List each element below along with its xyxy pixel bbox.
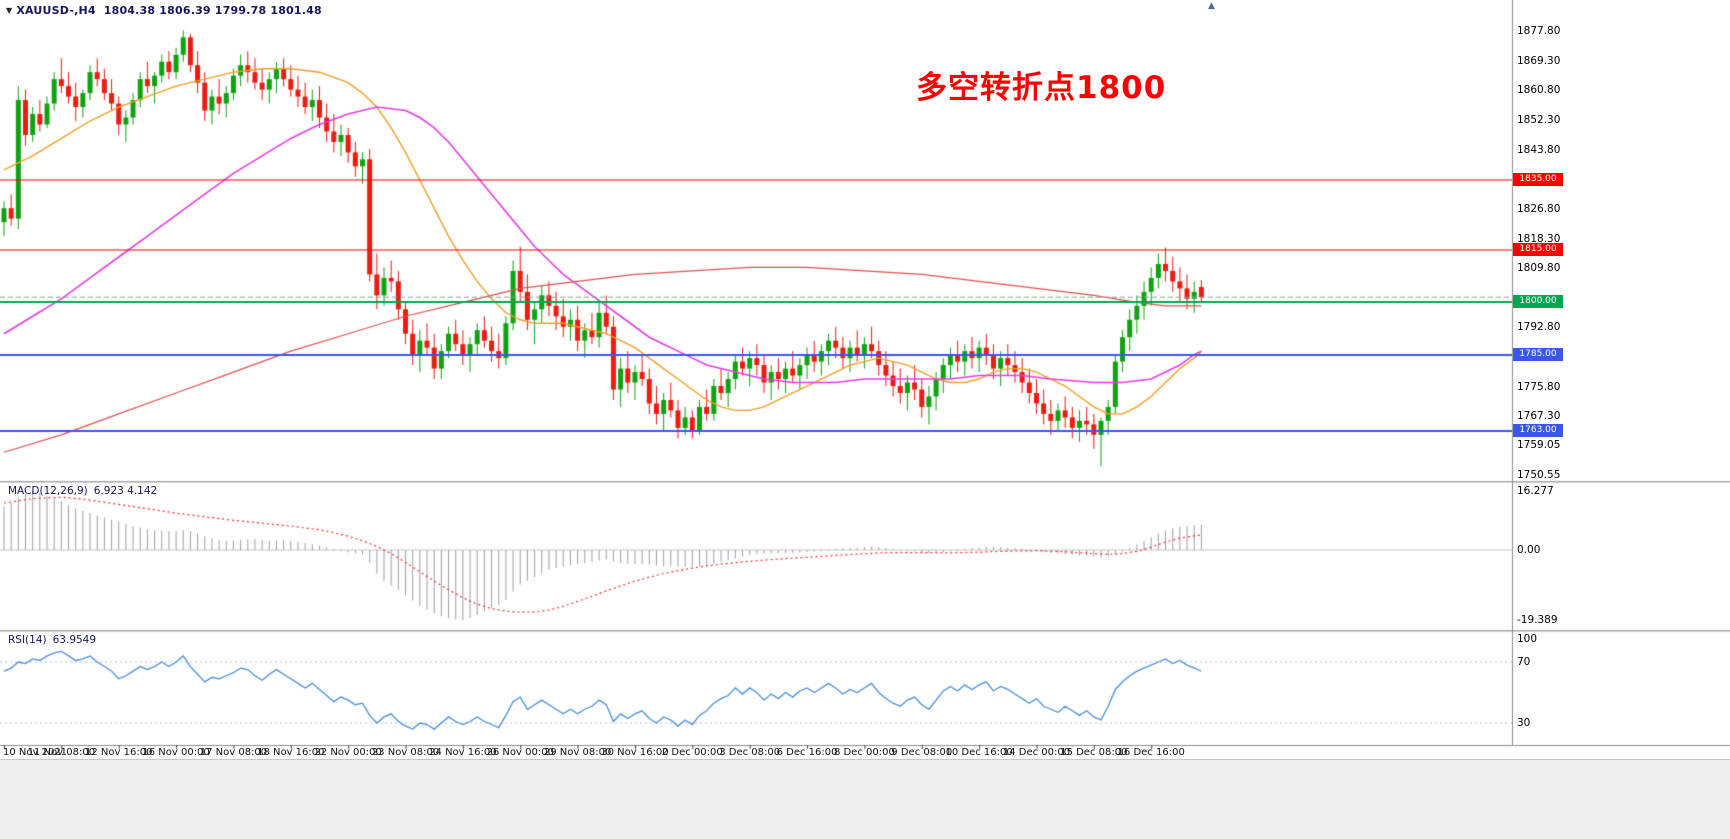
price-level-badge: 1785.00 bbox=[1513, 348, 1563, 361]
time-axis-label: 11 Nov 08:00 bbox=[27, 747, 96, 758]
time-axis-label: 10 Nov 2021 bbox=[3, 747, 68, 758]
time-axis-label: 3 Dec 08:00 bbox=[719, 747, 781, 758]
time-axis-label: 9 Dec 08:00 bbox=[891, 747, 953, 758]
status-area bbox=[0, 759, 1730, 839]
time-axis-label: 6 Dec 16:00 bbox=[776, 747, 838, 758]
scroll-to-end-icon[interactable]: ▲ bbox=[1208, 1, 1215, 11]
time-axis-label: 26 Nov 00:00 bbox=[486, 747, 554, 758]
time-axis-label: 12 Nov 16:00 bbox=[85, 747, 153, 758]
price-axis-label: 1877.80 bbox=[1517, 25, 1561, 37]
symbol-period-label: XAUUSD-,H4 bbox=[16, 4, 96, 17]
time-axis-label: 16 Nov 00:00 bbox=[142, 747, 210, 758]
macd-axis-label: -19.389 bbox=[1517, 614, 1558, 626]
annotation-text: 多空转折点1800 bbox=[916, 70, 1167, 106]
price-axis-label: 1775.80 bbox=[1517, 381, 1561, 393]
time-axis-label: 17 Nov 08:00 bbox=[199, 747, 268, 758]
time-axis-label: 23 Nov 08:00 bbox=[371, 747, 440, 758]
chart-title: ▼ XAUUSD-,H4 1804.38 1806.39 1799.78 1801.… bbox=[6, 4, 322, 17]
rsi-axis-label: 70 bbox=[1517, 656, 1531, 668]
time-axis-label: 14 Dec 00:00 bbox=[1002, 747, 1071, 758]
rsi-axis-label: 30 bbox=[1517, 717, 1531, 729]
price-axis-label: 1860.80 bbox=[1517, 84, 1561, 96]
time-axis-label: 24 Nov 16:00 bbox=[429, 747, 497, 758]
price-axis-label: 1826.80 bbox=[1517, 203, 1561, 215]
price-axis-label: 1759.05 bbox=[1517, 439, 1561, 451]
time-axis-label: 8 Dec 00:00 bbox=[833, 747, 895, 758]
price-level-badge: 1763.00 bbox=[1513, 424, 1563, 437]
rsi-name: RSI(14) bbox=[8, 634, 47, 646]
price-axis-label: 1792.80 bbox=[1517, 321, 1561, 333]
macd-name: MACD(12,26,9) bbox=[8, 485, 88, 497]
rsi-indicator-label: RSI(14) 63.9549 bbox=[8, 634, 96, 646]
ohlc-values: 1804.38 1806.39 1799.78 1801.48 bbox=[103, 4, 322, 17]
time-axis-label: 10 Dec 16:00 bbox=[945, 747, 1013, 758]
rsi-axis-label: 100 bbox=[1517, 633, 1538, 645]
price-axis-label: 1869.30 bbox=[1517, 55, 1561, 67]
symbol-dropdown-icon[interactable]: ▼ bbox=[6, 6, 13, 15]
time-axis-label: 29 Nov 08:00 bbox=[543, 747, 612, 758]
price-level-badge: 1835.00 bbox=[1513, 173, 1563, 186]
time-axis-label: 18 Nov 16:00 bbox=[257, 747, 325, 758]
time-axis-label: 22 Nov 00:00 bbox=[314, 747, 382, 758]
macd-indicator-label: MACD(12,26,9) 6.923 4.142 bbox=[8, 485, 157, 497]
rsi-values: 63.9549 bbox=[52, 634, 97, 646]
time-axis-label: 15 Dec 08:00 bbox=[1060, 747, 1128, 758]
price-axis-label: 1809.80 bbox=[1517, 262, 1561, 274]
price-axis-label: 1852.30 bbox=[1517, 114, 1561, 126]
price-axis-label: 1818.30 bbox=[1517, 233, 1561, 245]
price-level-badge: 1800.00 bbox=[1513, 295, 1563, 308]
price-axis-label: 1750.55 bbox=[1517, 469, 1561, 481]
price-axis-label: 1767.30 bbox=[1517, 410, 1561, 422]
time-axis-label: 16 Dec 16:00 bbox=[1117, 747, 1185, 758]
price-axis-label: 1843.80 bbox=[1517, 144, 1561, 156]
macd-axis-label: 16.277 bbox=[1517, 485, 1554, 497]
macd-axis-label: 0.00 bbox=[1517, 544, 1541, 556]
price-level-badge: 1815.00 bbox=[1513, 243, 1563, 256]
price-chart-canvas[interactable] bbox=[0, 0, 1730, 760]
macd-values: 6.923 4.142 bbox=[93, 485, 158, 497]
time-axis-label: 2 Dec 00:00 bbox=[661, 747, 723, 758]
time-axis-label: 30 Nov 16:00 bbox=[601, 747, 669, 758]
